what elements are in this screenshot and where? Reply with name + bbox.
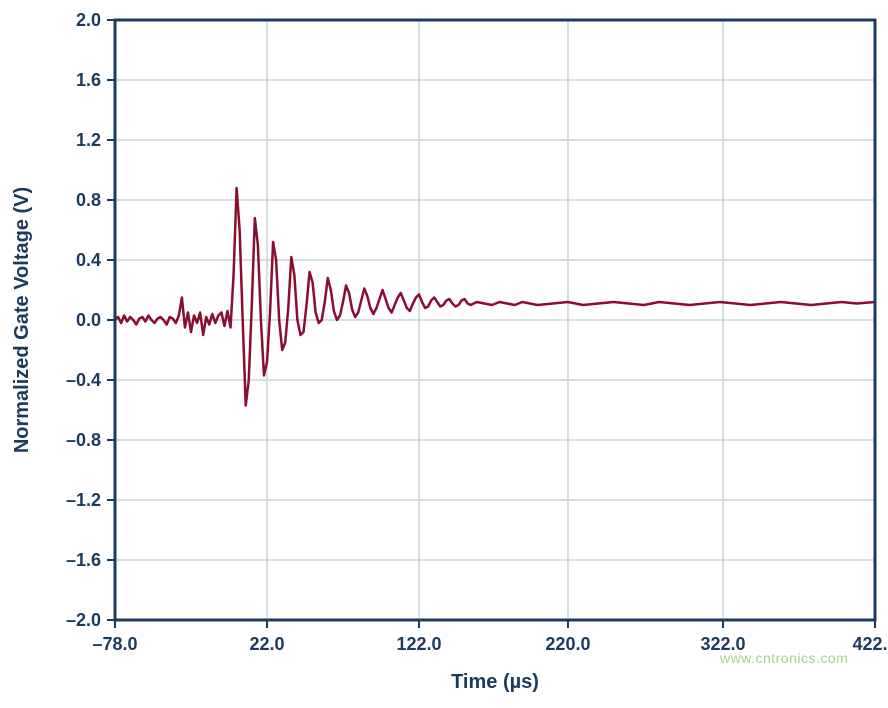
svg-text:–1.2: –1.2 xyxy=(66,490,101,510)
svg-text:0.8: 0.8 xyxy=(76,190,101,210)
svg-text:–0.8: –0.8 xyxy=(66,430,101,450)
svg-text:Time (µs): Time (µs) xyxy=(451,671,539,693)
svg-text:1.2: 1.2 xyxy=(76,130,101,150)
svg-text:0.0: 0.0 xyxy=(76,310,101,330)
chart-svg: –78.022.0122.0220.0322.0422.0–2.0–1.6–1.… xyxy=(0,0,888,708)
svg-text:22.0: 22.0 xyxy=(249,634,284,654)
svg-text:0.4: 0.4 xyxy=(76,250,101,270)
svg-text:122.0: 122.0 xyxy=(396,634,441,654)
svg-text:–78.0: –78.0 xyxy=(92,634,137,654)
svg-text:Normalized Gate Voltage (V): Normalized Gate Voltage (V) xyxy=(11,187,33,453)
svg-text:–1.6: –1.6 xyxy=(66,550,101,570)
svg-text:422.0: 422.0 xyxy=(852,634,888,654)
chart-container: –78.022.0122.0220.0322.0422.0–2.0–1.6–1.… xyxy=(0,0,888,708)
watermark: www.cntronics.com xyxy=(720,650,848,666)
svg-text:1.6: 1.6 xyxy=(76,70,101,90)
svg-text:–0.4: –0.4 xyxy=(66,370,101,390)
svg-text:–2.0: –2.0 xyxy=(66,610,101,630)
svg-text:220.0: 220.0 xyxy=(545,634,590,654)
svg-text:2.0: 2.0 xyxy=(76,10,101,30)
